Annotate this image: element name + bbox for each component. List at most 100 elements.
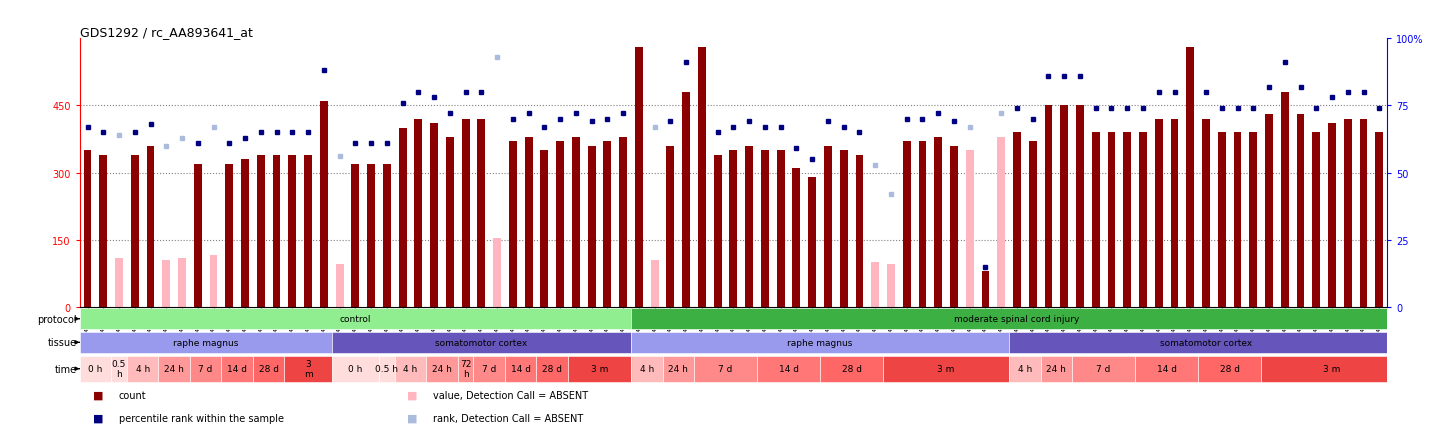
Bar [1060, 106, 1069, 307]
Bar [556, 142, 565, 307]
Bar [253, 356, 284, 382]
Bar [808, 178, 817, 307]
Bar [856, 155, 863, 307]
Bar [508, 142, 517, 307]
Bar [1044, 106, 1053, 307]
Text: 3 m: 3 m [1323, 365, 1341, 373]
Bar [1234, 133, 1241, 307]
Text: 28 d: 28 d [841, 365, 862, 373]
Bar [883, 356, 1009, 382]
Bar [478, 119, 485, 307]
Text: 0.5
h: 0.5 h [111, 359, 126, 378]
Bar [762, 151, 769, 307]
Text: time: time [55, 364, 77, 374]
Bar [226, 164, 233, 307]
Text: ■: ■ [407, 413, 417, 423]
Bar [146, 146, 155, 307]
Bar [792, 169, 801, 307]
Bar [1360, 119, 1367, 307]
Text: raphe magnus: raphe magnus [788, 338, 853, 347]
Bar [473, 356, 505, 382]
Bar [1028, 142, 1037, 307]
Bar [824, 146, 831, 307]
Bar [730, 151, 737, 307]
Bar [1296, 115, 1305, 307]
Bar [398, 128, 407, 307]
Bar [256, 155, 265, 307]
Bar [284, 356, 332, 382]
Bar [1014, 133, 1021, 307]
Bar [414, 119, 423, 307]
Bar [524, 138, 533, 307]
Text: percentile rank within the sample: percentile rank within the sample [119, 413, 284, 423]
Bar [998, 138, 1005, 307]
Text: 4 h: 4 h [136, 365, 149, 373]
Bar [395, 356, 426, 382]
Bar [304, 155, 311, 307]
Bar [950, 146, 959, 307]
Bar [746, 146, 753, 307]
Bar [1266, 115, 1273, 307]
Bar [966, 151, 973, 307]
Bar [158, 356, 190, 382]
Bar [1092, 133, 1099, 307]
Bar [458, 356, 473, 382]
Text: ■: ■ [407, 390, 417, 400]
Bar [1234, 133, 1241, 307]
Bar [762, 151, 769, 307]
Bar [572, 138, 579, 307]
Bar [588, 146, 595, 307]
Bar [682, 93, 691, 307]
Bar [1072, 356, 1135, 382]
Text: 4 h: 4 h [640, 365, 654, 373]
Bar [288, 155, 297, 307]
Bar [856, 155, 863, 307]
Text: count: count [119, 390, 146, 400]
Bar [636, 48, 643, 307]
Bar [1076, 106, 1085, 307]
Bar [631, 332, 1009, 353]
Text: 24 h: 24 h [164, 365, 184, 373]
Text: 7 d: 7 d [1096, 365, 1111, 373]
Bar [382, 164, 391, 307]
Bar [757, 356, 820, 382]
Bar [604, 142, 611, 307]
Text: ■: ■ [93, 413, 103, 423]
Bar [1360, 119, 1367, 307]
Text: GDS1292 / rc_AA893641_at: GDS1292 / rc_AA893641_at [80, 26, 252, 39]
Bar [1202, 119, 1211, 307]
Text: 24 h: 24 h [432, 365, 452, 373]
Bar [666, 146, 675, 307]
Bar [1092, 133, 1099, 307]
Bar [1186, 48, 1195, 307]
Bar [631, 356, 663, 382]
Bar [1186, 48, 1195, 307]
Bar [556, 142, 565, 307]
Bar [934, 138, 943, 307]
Bar [808, 178, 817, 307]
Text: somatomotor cortex: somatomotor cortex [1160, 338, 1253, 347]
Bar [540, 151, 549, 307]
Bar [746, 146, 753, 307]
Bar [336, 265, 343, 307]
Bar [379, 356, 395, 382]
Bar [368, 164, 375, 307]
Bar [114, 258, 123, 307]
Bar [588, 146, 595, 307]
Bar [776, 151, 785, 307]
Bar [1124, 133, 1131, 307]
Bar [1281, 93, 1289, 307]
Bar [80, 356, 111, 382]
Bar [792, 169, 801, 307]
Bar [194, 164, 201, 307]
Bar [620, 138, 627, 307]
Bar [1296, 115, 1305, 307]
Bar [288, 155, 297, 307]
Bar [1014, 133, 1021, 307]
Bar [84, 151, 91, 307]
Bar [130, 155, 139, 307]
Bar [80, 332, 332, 353]
Bar [840, 151, 847, 307]
Bar [694, 356, 757, 382]
Bar [272, 155, 281, 307]
